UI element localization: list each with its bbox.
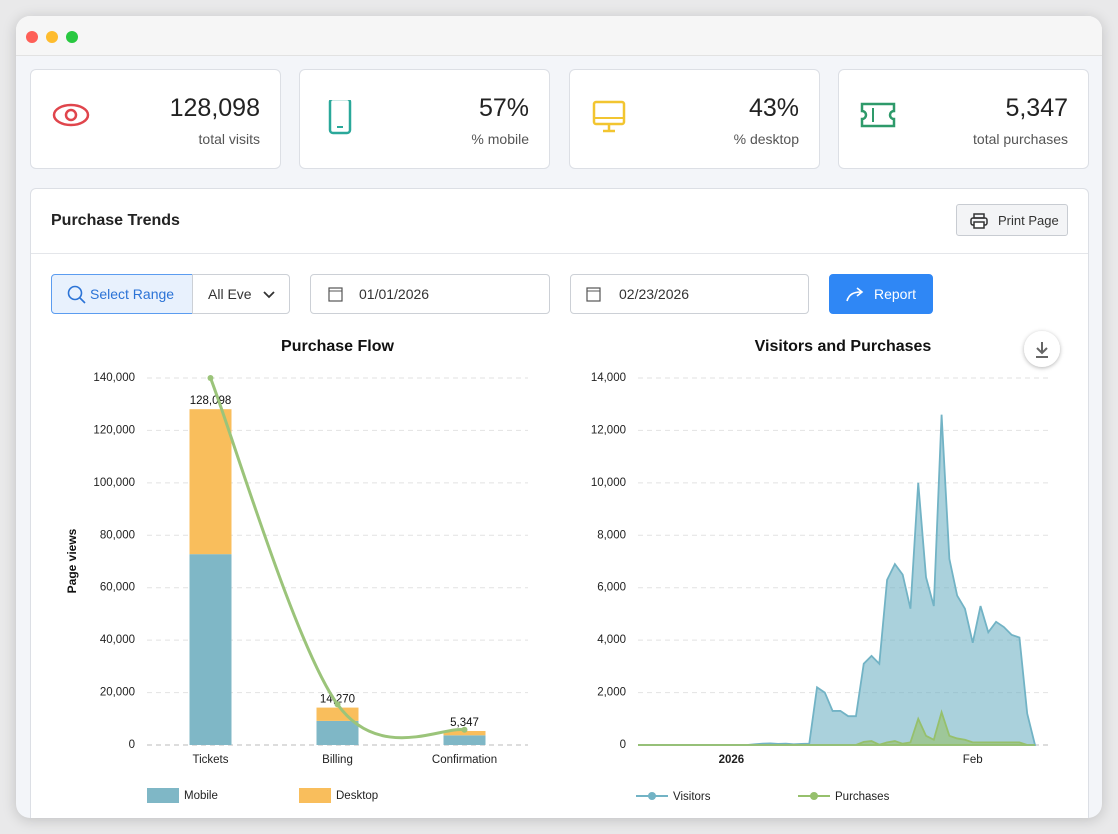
y-tick-label: 140,000 bbox=[93, 372, 135, 384]
charts: Purchase Flow Page views 0 20,000 40,000 60,0… bbox=[65, 331, 1060, 803]
y-axis-label: Page views bbox=[65, 528, 79, 593]
zoom-button[interactable] bbox=[66, 31, 78, 43]
y-tick-label: 80,000 bbox=[100, 529, 135, 541]
download-button[interactable] bbox=[1024, 331, 1060, 367]
stat-card: 5,347 total purchases bbox=[838, 69, 1089, 169]
x-tick-label: Tickets bbox=[193, 754, 229, 766]
ticket-icon bbox=[860, 102, 896, 128]
y-tick-label: 14,000 bbox=[591, 372, 626, 384]
printer-icon bbox=[970, 213, 988, 229]
stat-value: 128,098 bbox=[169, 94, 260, 122]
bar-segment bbox=[316, 720, 359, 745]
stat-label: % desktop bbox=[733, 131, 799, 147]
bar-segment bbox=[443, 730, 486, 736]
area bbox=[638, 709, 1035, 746]
y-tick-label: 120,000 bbox=[93, 424, 135, 436]
x-tick-label: Feb bbox=[963, 754, 983, 766]
divider bbox=[31, 253, 1088, 254]
phone-icon bbox=[328, 100, 352, 135]
y-tick-label: 0 bbox=[129, 739, 135, 751]
legend-label: Visitors bbox=[673, 791, 711, 803]
minimize-button[interactable] bbox=[46, 31, 58, 43]
y-tick-label: 6,000 bbox=[597, 582, 626, 594]
stat-value: 43% bbox=[748, 94, 799, 122]
y-tick-label: 60,000 bbox=[100, 582, 135, 594]
stat-label: total visits bbox=[198, 131, 260, 147]
x-tick-label: Confirmation bbox=[432, 754, 497, 766]
event-label: All Eve bbox=[208, 286, 252, 302]
y-tick-label: 12,000 bbox=[591, 424, 626, 436]
legend-swatch bbox=[299, 788, 331, 803]
select-range-button[interactable]: Select Range bbox=[51, 274, 193, 314]
chevron-icon bbox=[263, 291, 275, 299]
bar-segment bbox=[189, 554, 232, 745]
stat-card: 57% % mobile bbox=[299, 69, 550, 169]
trend-point bbox=[207, 375, 214, 381]
title-bar bbox=[16, 16, 1102, 56]
calendar-icon bbox=[586, 287, 601, 302]
print-label: Print Page bbox=[998, 213, 1059, 228]
monitor-icon bbox=[592, 100, 626, 133]
y-tick-label: 4,000 bbox=[597, 634, 626, 646]
total-label: 14,270 bbox=[320, 694, 355, 706]
chart-title: Visitors and Purchases bbox=[755, 338, 932, 355]
trend-point bbox=[334, 701, 341, 708]
trend-line bbox=[209, 377, 465, 740]
y-tick-label: 20,000 bbox=[100, 687, 135, 699]
legend-label: Purchases bbox=[835, 791, 890, 803]
stat-label: total purchases bbox=[973, 131, 1068, 147]
download-icon bbox=[1036, 342, 1048, 358]
calendar-icon bbox=[328, 287, 343, 302]
stat-card: 43% % desktop bbox=[569, 69, 820, 169]
x-tick-label: Billing bbox=[322, 754, 353, 766]
bar-segment bbox=[189, 409, 232, 555]
total-label: 128,098 bbox=[190, 395, 232, 407]
select-range-label: Select Range bbox=[90, 286, 175, 302]
panel-title: Purchase Trends bbox=[51, 212, 180, 229]
search-icon bbox=[67, 285, 86, 304]
y-tick-label: 100,000 bbox=[93, 477, 135, 489]
end-date-input[interactable]: 02/23/2026 bbox=[570, 274, 809, 314]
x-tick-label: 2026 bbox=[719, 754, 745, 766]
y-tick-label: 10,000 bbox=[591, 477, 626, 489]
end-date: 02/23/2026 bbox=[619, 286, 690, 302]
total-label: 5,347 bbox=[450, 717, 479, 729]
share-icon bbox=[846, 287, 864, 302]
report-label: Report bbox=[874, 286, 917, 302]
chart-title: Purchase Flow bbox=[281, 338, 394, 355]
print-button[interactable]: Print Page bbox=[956, 204, 1068, 236]
legend-label: Mobile bbox=[184, 790, 218, 802]
bar-segment bbox=[443, 735, 486, 745]
browser-window: 128,098 total visits 57% % mobile 43% % … bbox=[16, 16, 1102, 818]
y-tick-label: 0 bbox=[620, 739, 626, 751]
y-tick-label: 40,000 bbox=[100, 634, 135, 646]
y-tick-label: 2,000 bbox=[597, 687, 626, 699]
stat-value: 57% bbox=[478, 94, 529, 122]
area bbox=[638, 414, 1037, 746]
legend-marker bbox=[810, 792, 818, 800]
legend-swatch bbox=[147, 788, 179, 803]
stat-value: 5,347 bbox=[1005, 94, 1068, 122]
trend-point bbox=[461, 726, 468, 733]
stat-card: 128,098 total visits bbox=[30, 69, 281, 169]
legend-marker bbox=[648, 792, 656, 800]
start-date-input[interactable]: 01/01/2026 bbox=[310, 274, 550, 314]
report-button[interactable]: Report bbox=[829, 274, 933, 314]
close-button[interactable] bbox=[26, 31, 38, 43]
start-date: 01/01/2026 bbox=[359, 286, 430, 302]
eye-icon bbox=[52, 103, 90, 127]
legend-label: Desktop bbox=[336, 790, 378, 802]
y-tick-label: 8,000 bbox=[597, 529, 626, 541]
stat-label: % mobile bbox=[471, 131, 529, 147]
event-dropdown[interactable]: All Eve bbox=[192, 274, 290, 314]
